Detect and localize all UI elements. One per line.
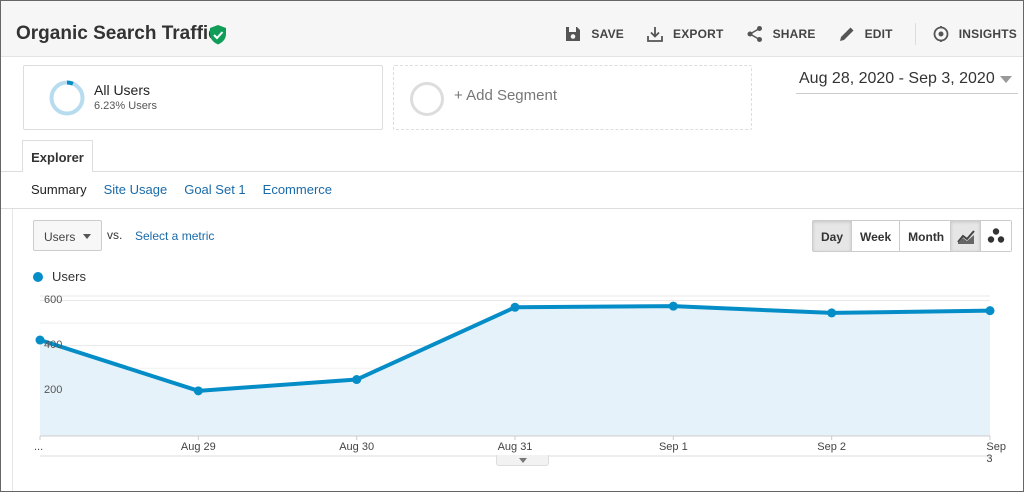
chevron-down-icon <box>1000 76 1012 83</box>
date-range-label: Aug 28, 2020 - Sep 3, 2020 <box>799 70 995 87</box>
data-point-1 <box>193 386 203 396</box>
explorer-subtabs: Summary Site Usage Goal Set 1 Ecommerce <box>31 182 349 197</box>
edit-icon <box>839 27 854 41</box>
y-tick-label: 600 <box>44 293 63 306</box>
export-icon <box>647 27 663 42</box>
export-label: EXPORT <box>673 27 724 41</box>
add-segment-button[interactable]: + Add Segment <box>454 87 557 104</box>
period-toggle: Day Week Month <box>812 220 954 252</box>
segment-all-users[interactable]: All Users 6.23% Users <box>23 65 383 130</box>
data-point-6 <box>985 306 995 316</box>
subtab-divider <box>1 208 1023 209</box>
export-button[interactable]: EXPORT <box>646 25 724 43</box>
chart-expand-handle[interactable] <box>496 455 549 466</box>
select-metric-link[interactable]: Select a metric <box>135 229 215 243</box>
segment-share: 6.23% Users <box>94 100 157 112</box>
verified-shield-icon <box>210 25 226 45</box>
metric-dropdown[interactable]: Users <box>33 220 102 251</box>
line-chart-button[interactable] <box>951 221 981 251</box>
edit-button[interactable]: EDIT <box>838 25 893 43</box>
save-icon <box>566 27 581 41</box>
report-toolbar: SAVE EXPORT SHARE EDIT INSIGHTS <box>542 23 1017 45</box>
x-tick-label: Aug 29 <box>180 441 216 453</box>
series-area-users <box>40 306 990 436</box>
y-tick-label: 400 <box>44 338 63 351</box>
data-point-2 <box>352 375 362 385</box>
vs-label: vs. <box>107 228 123 242</box>
report-title: Organic Search Traffic <box>16 23 219 44</box>
data-point-5 <box>827 308 837 318</box>
x-tick-label: Aug 31 <box>497 441 533 453</box>
segment-name: All Users <box>94 82 151 98</box>
period-month-button[interactable]: Month <box>899 221 953 251</box>
tab-explorer[interactable]: Explorer <box>22 140 93 172</box>
metric-dropdown-value: Users <box>44 230 76 244</box>
edit-label: EDIT <box>864 27 893 41</box>
period-day-button[interactable]: Day <box>813 221 852 251</box>
motion-chart-icon <box>987 228 1005 243</box>
subtab-summary[interactable]: Summary <box>31 182 87 197</box>
report-header: Organic Search Traffic SAVE EXPORT SHARE… <box>1 1 1023 57</box>
x-tick-label: Sep 1 <box>658 441 688 453</box>
data-point-3 <box>510 302 520 312</box>
toolbar-divider <box>914 23 916 45</box>
line-chart-icon <box>956 230 975 244</box>
subtab-goal-set-1[interactable]: Goal Set 1 <box>184 182 246 197</box>
caret-down-icon <box>83 234 91 239</box>
add-segment-circle-icon <box>410 82 444 116</box>
segment-donut-icon <box>49 80 85 116</box>
subtab-ecommerce[interactable]: Ecommerce <box>262 182 333 197</box>
share-icon <box>747 26 762 42</box>
legend-swatch <box>33 271 43 282</box>
subtab-site-usage[interactable]: Site Usage <box>103 182 168 197</box>
x-tick-label: Sep 2 <box>817 441 847 453</box>
date-range-picker[interactable]: Aug 28, 2020 - Sep 3, 2020 <box>796 68 1018 94</box>
y-tick-label: 200 <box>44 383 63 396</box>
motion-chart-button[interactable] <box>981 221 1011 251</box>
share-button[interactable]: SHARE <box>746 25 816 43</box>
insights-label: INSIGHTS <box>958 27 1017 41</box>
data-point-4 <box>668 301 678 311</box>
share-label: SHARE <box>772 27 816 41</box>
x-tick-label: ... <box>34 441 44 453</box>
x-tick-label: Aug 30 <box>339 441 375 453</box>
insights-icon <box>933 26 949 42</box>
data-point-0 <box>35 335 45 345</box>
chart-type-toggle <box>950 220 1012 252</box>
legend-label: Users <box>52 269 86 284</box>
save-button[interactable]: SAVE <box>564 25 624 43</box>
insights-button[interactable]: INSIGHTS <box>932 25 1017 43</box>
period-week-button[interactable]: Week <box>851 221 900 251</box>
chart-legend: Users <box>33 269 86 284</box>
save-label: SAVE <box>591 27 625 41</box>
add-segment-card[interactable]: + Add Segment <box>393 65 752 130</box>
x-tick-label: Sep 3 <box>986 441 1006 465</box>
tab-divider <box>1 171 1023 172</box>
